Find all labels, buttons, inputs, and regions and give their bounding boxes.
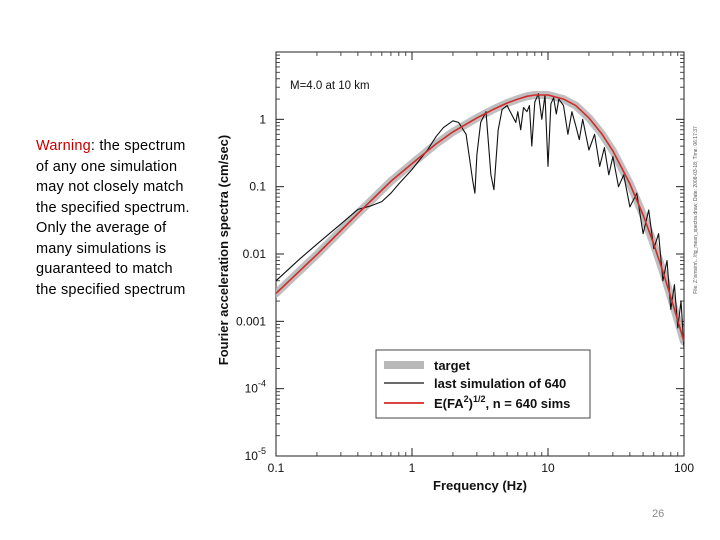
y-tick-label: 0.001 — [236, 314, 266, 328]
series-average — [276, 94, 684, 342]
y-tick-label: 10-5 — [245, 446, 266, 463]
x-tick-label: 0.1 — [268, 461, 285, 475]
x-tick-label: 10 — [541, 461, 555, 475]
warning-label: Warning — [36, 138, 91, 154]
chart-annotation: M=4.0 at 10 km — [290, 80, 370, 92]
warning-text: : the spectrum of any one simulation may… — [36, 138, 190, 298]
y-tick-label: 0.01 — [243, 247, 267, 261]
plot-series — [276, 91, 684, 349]
legend-label-avg: E(FA2)1/2, n = 640 sims — [434, 394, 570, 411]
series-last-simulation — [276, 93, 684, 349]
y-tick-label: 1 — [259, 112, 266, 126]
side-file-info: File: Z:\smsim\...\fig_mean_spectra.draw… — [693, 126, 699, 294]
x-tick-label: 1 — [409, 461, 416, 475]
legend-label-target: target — [434, 358, 471, 373]
legend-label-sim: last simulation of 640 — [434, 376, 566, 391]
y-axis-title: Fourier acceleration spectra (cm/sec) — [216, 135, 231, 366]
slide-number: 26 — [652, 508, 665, 520]
x-tick-label: 100 — [674, 461, 694, 475]
y-tick-label: 0.1 — [249, 180, 266, 194]
warning-note: Warning: the spectrum of any one simulat… — [36, 136, 196, 300]
y-tick-label: 10-4 — [245, 379, 266, 396]
x-axis-title: Frequency (Hz) — [433, 478, 527, 493]
